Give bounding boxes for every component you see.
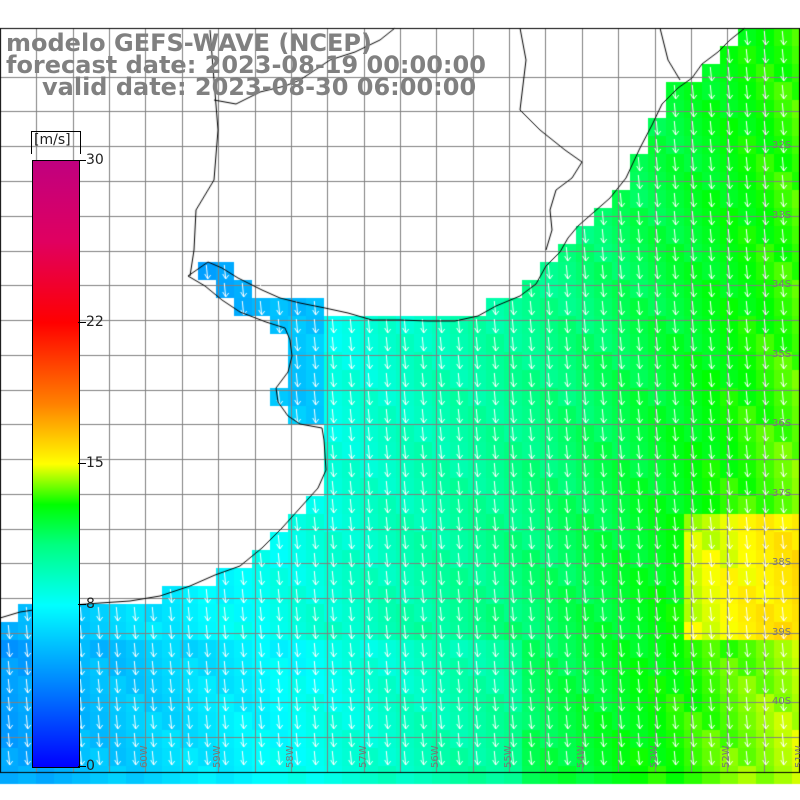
longitude-label: 52W: [721, 745, 733, 768]
colorbar-tick-mark: [78, 160, 86, 161]
latitude-label: 38S: [772, 557, 792, 569]
latitude-label: 33S: [772, 209, 792, 221]
colorbar-tick-mark: [78, 766, 86, 767]
longitude-label: 53W: [648, 745, 660, 768]
longitude-label: 58W: [284, 745, 296, 768]
longitude-label: 59W: [212, 745, 224, 768]
latitude-label: 32S: [772, 140, 792, 152]
colorbar-tick-label: 15: [86, 455, 104, 471]
latitude-label: 39S: [772, 626, 792, 638]
longitude-label: 51W: [794, 745, 800, 768]
latitude-label: 37S: [772, 487, 792, 499]
latitude-label: 36S: [772, 418, 792, 430]
forecast-date: forecast date: 2023-08-19 00:00:00: [6, 51, 486, 79]
colorbar: [32, 160, 80, 768]
longitude-label: 56W: [430, 745, 442, 768]
colorbar-tick-label: 30: [86, 152, 104, 168]
valid-date: valid date: 2023-08-30 06:00:00: [42, 73, 477, 101]
colorbar-tick-label: 22: [86, 313, 104, 330]
longitude-label: 57W: [357, 745, 369, 768]
colorbar-tick-mark: [78, 604, 86, 606]
latitude-label: 34S: [772, 279, 792, 291]
colorbar-tick-mark: [78, 321, 86, 323]
longitude-label: 55W: [503, 745, 515, 768]
latitude-label: 35S: [772, 348, 792, 360]
colorbar-tick-mark: [78, 463, 86, 464]
longitude-label: 60W: [139, 745, 151, 768]
longitude-label: 54W: [575, 745, 587, 768]
latitude-label: 40S: [772, 696, 792, 708]
colorbar-unit: [m/s]: [34, 132, 71, 148]
colorbar-unit-box: [31, 131, 81, 154]
colorbar-tick-label: 0: [86, 758, 95, 774]
model-title: modelo GEFS-WAVE (NCEP): [6, 29, 372, 57]
colorbar-tick-label: 8: [86, 596, 95, 613]
